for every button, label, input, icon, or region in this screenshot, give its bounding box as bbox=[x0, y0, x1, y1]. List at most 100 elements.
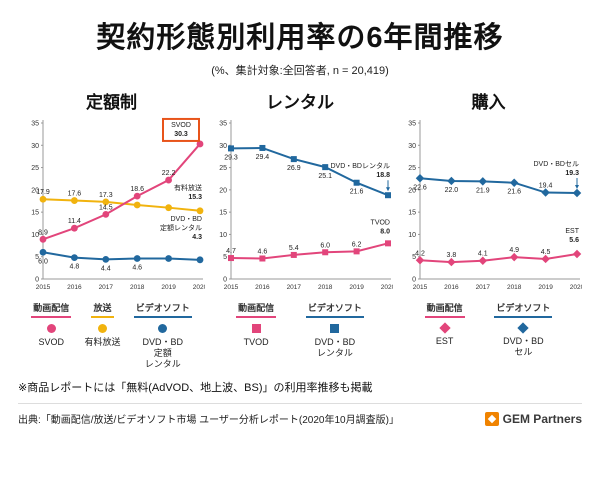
data-point bbox=[478, 177, 487, 186]
y-tick-label: 30 bbox=[31, 143, 39, 150]
chart-panel-2: 購入 0 5 10 15 20 25 30 35 2015 2016 2017 2018 2019 2020… bbox=[395, 88, 582, 369]
series-有料放送: 17.9 17.6 17.3 有料放送 15.3 bbox=[36, 183, 203, 215]
value-label: 21.6 bbox=[350, 189, 364, 196]
chart-legend: 動画配信 EST ビデオソフト DVD・BD セル bbox=[395, 301, 582, 358]
data-point bbox=[385, 192, 391, 199]
data-point bbox=[133, 192, 141, 200]
legend-group-label: ビデオソフト bbox=[305, 301, 364, 318]
gem-partners-logo: GEM Partners bbox=[484, 411, 582, 426]
data-point bbox=[259, 144, 266, 151]
end-label-line: 定額レンタル bbox=[160, 223, 202, 232]
data-point bbox=[509, 178, 518, 187]
x-tick-label: 2015 bbox=[224, 284, 239, 291]
legend-item: 動画配信 TVOD bbox=[236, 301, 277, 359]
y-tick-label: 25 bbox=[219, 165, 227, 172]
page-title: 契約形態別利用率の6年間推移 bbox=[96, 22, 504, 54]
value-label: 21.6 bbox=[507, 189, 521, 196]
value-label: 29.4 bbox=[256, 154, 270, 161]
x-tick-label: 2020 bbox=[381, 284, 393, 291]
legend-marker-circle-icon bbox=[97, 324, 107, 333]
end-label-arrow bbox=[574, 184, 579, 189]
end-label-line: DVD・BD bbox=[170, 216, 202, 223]
x-tick-label: 2018 bbox=[129, 284, 144, 291]
end-label-line: 8.0 bbox=[380, 228, 390, 235]
value-label: 4.6 bbox=[132, 264, 142, 271]
y-tick-label: 5 bbox=[35, 254, 39, 261]
legend-label-line: SVOD bbox=[38, 337, 64, 347]
data-point bbox=[322, 249, 329, 256]
data-point bbox=[446, 176, 456, 186]
y-tick-label: 15 bbox=[408, 210, 416, 217]
chart-title: 定額制 bbox=[86, 93, 137, 112]
y-tick-label: 35 bbox=[408, 121, 416, 128]
chart-plot: 0 5 10 15 20 25 30 35 2015 2016 2017 2018 2019 2020 29… bbox=[219, 120, 393, 291]
legend-item: ビデオソフト DVD・BD セル bbox=[494, 301, 553, 358]
data-point bbox=[415, 174, 424, 183]
value-label: 5.4 bbox=[289, 245, 299, 252]
gem-logo-icon bbox=[484, 411, 499, 426]
end-label-line: 有料放送 bbox=[174, 183, 202, 192]
data-point bbox=[196, 140, 203, 148]
y-tick-label: 0 bbox=[223, 277, 227, 284]
legend-label-line: 有料放送 bbox=[84, 337, 121, 347]
y-tick-label: 10 bbox=[219, 232, 227, 239]
data-point bbox=[228, 145, 234, 152]
y-tick-label: 10 bbox=[408, 232, 416, 239]
x-tick-label: 2017 bbox=[287, 284, 302, 291]
legend-label-line: 定額 bbox=[153, 347, 172, 358]
data-point bbox=[39, 248, 46, 256]
data-point bbox=[353, 179, 360, 186]
series-line bbox=[419, 177, 577, 194]
legend-label-line: DVD・BD bbox=[503, 336, 544, 346]
x-tick-label: 2019 bbox=[161, 284, 176, 291]
data-point bbox=[446, 257, 456, 267]
value-label: 4.8 bbox=[69, 264, 79, 271]
end-label-line: 15.3 bbox=[188, 194, 202, 201]
value-label: 22.2 bbox=[161, 170, 175, 177]
source-row: 出典:「動画配信/放送/ビデオソフト市場 ユーザー分析レポート(2020年10月… bbox=[18, 403, 582, 426]
data-point bbox=[572, 188, 581, 198]
value-label: 22.6 bbox=[413, 184, 427, 191]
data-point bbox=[70, 224, 78, 232]
legend-group-label: 放送 bbox=[91, 301, 114, 318]
data-point bbox=[70, 254, 78, 262]
logo-text: GEM Partners bbox=[502, 411, 582, 426]
data-point bbox=[164, 255, 172, 262]
value-label: 18.6 bbox=[130, 186, 144, 193]
value-label: 21.9 bbox=[475, 187, 489, 194]
data-point bbox=[228, 255, 234, 262]
footnote: ※商品レポートには「無料(AdVOD、地上波、BS)」の利用率推移も掲載 bbox=[18, 382, 373, 395]
value-label: 17.9 bbox=[36, 189, 50, 196]
x-tick-label: 2017 bbox=[475, 284, 490, 291]
legend-item-label: DVD・BD セル bbox=[503, 336, 544, 358]
value-label: 4.9 bbox=[509, 247, 519, 254]
data-point bbox=[540, 188, 550, 197]
x-tick-label: 2016 bbox=[444, 284, 459, 291]
highlight-box bbox=[161, 117, 200, 142]
chart-title: レンタル bbox=[266, 93, 334, 112]
data-point bbox=[101, 198, 109, 206]
y-tick-label: 30 bbox=[219, 143, 227, 150]
data-point bbox=[39, 195, 46, 203]
value-label: 22.0 bbox=[444, 187, 458, 194]
page-subtitle: (%、集計対象:全回答者, n = 20,419) bbox=[211, 65, 389, 77]
legend-marker-square-icon bbox=[330, 324, 340, 333]
value-label: 17.6 bbox=[67, 191, 81, 198]
y-tick-label: 20 bbox=[408, 187, 416, 194]
chart-panel-0: 定額制 0 5 10 15 20 25 30 35 2015 2016 2017 2018 2019 202… bbox=[18, 88, 205, 369]
x-tick-label: 2015 bbox=[35, 284, 50, 291]
legend-marker-circle-icon bbox=[46, 324, 56, 333]
series-SVOD: 8.9 11.4 14.5 18.6 22.2 SVOD 30.3 bbox=[38, 117, 203, 243]
value-label: 8.9 bbox=[38, 229, 48, 236]
legend-label-line: レンタル bbox=[144, 358, 181, 369]
series-line bbox=[42, 251, 200, 261]
data-point bbox=[259, 255, 266, 262]
source-text: 出典:「動画配信/放送/ビデオソフト市場 ユーザー分析レポート(2020年10月… bbox=[18, 415, 399, 427]
data-point bbox=[133, 201, 141, 209]
y-tick-label: 15 bbox=[219, 210, 227, 217]
series-line bbox=[230, 146, 389, 197]
legend-label-line: セル bbox=[514, 346, 533, 357]
data-point bbox=[322, 164, 329, 171]
y-tick-label: 20 bbox=[31, 187, 39, 194]
